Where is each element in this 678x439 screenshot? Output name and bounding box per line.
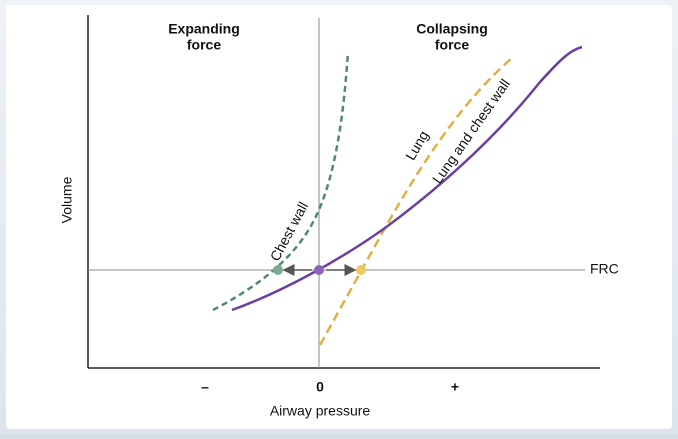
y-axis-label: Volume (59, 176, 75, 223)
heading: Collapsing (416, 21, 488, 37)
x-tick-label: + (451, 379, 459, 395)
x-tick-label: – (201, 379, 209, 395)
heading: force (435, 37, 469, 53)
x-axis-label: Airway pressure (270, 403, 371, 419)
frc-label: FRC (590, 261, 619, 277)
chest-wall-curve (212, 51, 350, 312)
heading: Expanding (168, 21, 240, 37)
panel (6, 5, 672, 429)
point (273, 265, 283, 275)
lung-chest-wall-curve (231, 45, 583, 312)
point (314, 265, 324, 275)
lung-curve (318, 57, 513, 346)
heading: force (187, 37, 221, 53)
point (356, 265, 366, 275)
x-tick-label: 0 (316, 379, 324, 395)
